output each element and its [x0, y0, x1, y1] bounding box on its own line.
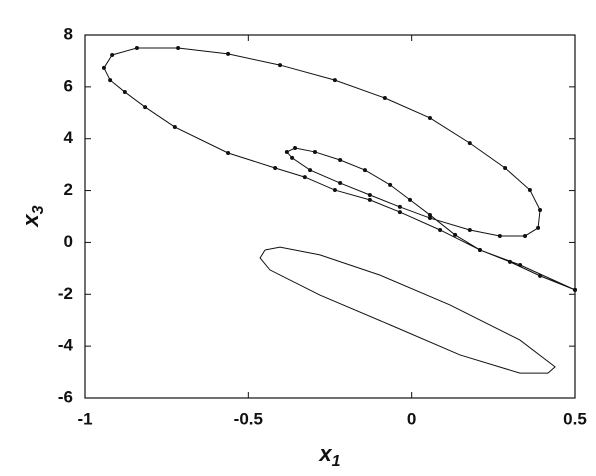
point	[523, 233, 528, 238]
y-label-subscript: 3	[30, 205, 47, 214]
y-tick-label: -2	[58, 284, 73, 303]
point	[332, 78, 337, 83]
y-tick-label: 2	[64, 180, 73, 199]
point	[538, 273, 543, 278]
point	[367, 192, 372, 197]
curve	[103, 47, 576, 291]
point	[284, 149, 289, 154]
point	[382, 96, 387, 101]
point	[397, 210, 402, 215]
x-axis-label: x1	[318, 441, 340, 470]
point	[503, 166, 508, 171]
point	[226, 150, 231, 155]
point	[176, 45, 181, 50]
point	[538, 208, 543, 213]
point	[226, 51, 231, 56]
point	[527, 188, 532, 193]
point	[338, 157, 343, 162]
point	[427, 216, 432, 221]
point	[467, 227, 472, 232]
y-axis-label: x3	[18, 205, 47, 227]
point	[143, 105, 148, 110]
point	[290, 155, 295, 160]
x-label-subscript: 1	[332, 453, 341, 470]
y-tick-label: 4	[64, 128, 74, 147]
point	[293, 146, 298, 151]
point	[312, 149, 317, 154]
plot-frame	[84, 34, 576, 399]
point	[108, 78, 113, 83]
point	[273, 166, 278, 171]
point	[101, 65, 106, 70]
point	[573, 287, 577, 292]
y-tick-label: 0	[64, 232, 73, 251]
x-tick-label: -1	[77, 409, 92, 428]
point	[122, 90, 127, 95]
x-tick-label: -0.5	[234, 409, 263, 428]
y-tick-label: 6	[64, 76, 73, 95]
point	[408, 197, 413, 202]
y-tick-label: 8	[64, 24, 73, 43]
point	[477, 247, 482, 252]
point	[332, 188, 337, 193]
point	[388, 182, 393, 187]
y-label-text: x	[18, 214, 43, 228]
point	[362, 168, 367, 173]
point	[134, 45, 139, 50]
point	[308, 168, 313, 173]
point	[536, 225, 541, 230]
point	[438, 227, 443, 232]
point	[453, 232, 458, 237]
point	[367, 197, 372, 202]
point	[497, 233, 502, 238]
point	[338, 181, 343, 186]
point	[427, 115, 432, 120]
x-tick-label: 0.5	[563, 409, 587, 428]
point	[427, 212, 432, 217]
point	[507, 259, 512, 264]
point	[302, 175, 307, 180]
y-tick-label: -6	[58, 387, 73, 406]
y-tick-label: -4	[58, 336, 74, 355]
point	[518, 262, 523, 267]
x-tick-label: 0	[407, 409, 416, 428]
point	[278, 63, 283, 68]
point	[467, 141, 472, 146]
point	[110, 52, 115, 57]
curve	[259, 246, 556, 374]
x-label-text: x	[318, 441, 332, 466]
point	[397, 204, 402, 209]
point	[172, 125, 177, 130]
